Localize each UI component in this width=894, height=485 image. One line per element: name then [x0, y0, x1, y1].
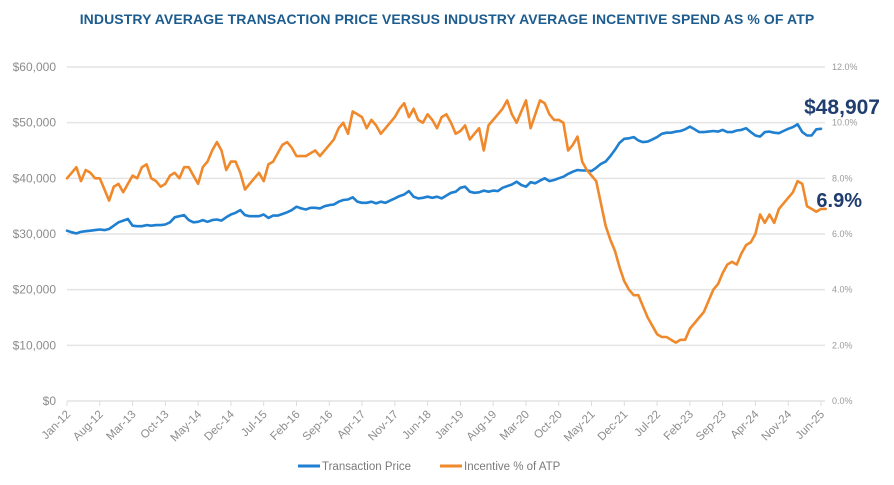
incentive-end-label: 6.9% — [816, 190, 862, 212]
x-tick-label: Jun-25 — [794, 409, 827, 442]
x-tick-label: Jul-15 — [239, 409, 270, 440]
x-tick-label: Oct-20 — [532, 409, 565, 442]
x-tick-label: Jun-18 — [400, 409, 433, 442]
series-lines — [65, 99, 828, 344]
x-tick-label: May-14 — [169, 408, 205, 444]
x-tick-label: Mar-13 — [104, 409, 138, 443]
x-tick-label: Nov-24 — [760, 408, 795, 443]
y-right-tick-label: 4.0% — [832, 285, 853, 295]
y-right-tick-label: 2.0% — [832, 340, 853, 350]
x-tick-label: May-21 — [562, 409, 598, 445]
y-left-tick-label: $50,000 — [13, 116, 57, 130]
legend-label-incentive-of-atp: Incentive % of ATP — [464, 461, 561, 473]
y-right-tick-label: 0.0% — [832, 396, 853, 406]
legend-label-transaction-price: Transaction Price — [322, 461, 411, 473]
y-left-tick-label: $0 — [43, 394, 57, 408]
y-left-tick-label: $10,000 — [13, 338, 57, 352]
y-axis-left: $0 $10,000 $20,000 $30,000 $40,000 $50,000 $60… — [13, 60, 57, 408]
x-tick-label: Feb-16 — [268, 409, 302, 443]
legend: Transaction Price Incentive % of ATP — [298, 461, 561, 473]
x-tick-label: Feb-23 — [662, 409, 696, 443]
x-tick-label: Sep-16 — [301, 409, 336, 444]
gridlines — [67, 66, 825, 402]
x-tick-label: Jan-12 — [40, 409, 73, 442]
x-tick-label: Sep-23 — [694, 409, 729, 444]
y-left-tick-label: $30,000 — [13, 227, 57, 241]
y-right-tick-label: 6.0% — [832, 229, 853, 239]
transaction-price-end-label: $48,907 — [804, 96, 880, 119]
x-tick-label: Jan-19 — [433, 409, 466, 442]
x-tick-label: Dec-14 — [202, 408, 237, 443]
y-right-tick-label: 10.0% — [832, 118, 858, 128]
y-axis-right: 0.0% 2.0% 4.0% 6.0% 8.0% 10.0% 12.0% — [832, 62, 858, 406]
x-tick-label: Jul-22 — [633, 409, 664, 440]
x-tick-label: Nov-17 — [366, 409, 401, 444]
end-value-labels: $48,907 6.9% — [804, 96, 880, 212]
x-tick-label: Aug-12 — [71, 409, 106, 444]
x-tick-label: Oct-13 — [139, 409, 172, 442]
y-right-tick-label: 12.0% — [832, 62, 858, 72]
x-tick-label: Apr-17 — [335, 409, 368, 442]
series-line-transaction-price — [65, 123, 823, 235]
y-left-tick-label: $20,000 — [13, 283, 57, 297]
x-tick-label: Apr-24 — [729, 408, 762, 441]
x-tick-label: Dec-21 — [596, 409, 631, 444]
y-left-tick-label: $60,000 — [13, 60, 57, 74]
x-tick-label: Mar-20 — [498, 409, 532, 443]
series-line-incentive-of-atp — [65, 99, 828, 344]
chart-title: INDUSTRY AVERAGE TRANSACTION PRICE VERSU… — [79, 11, 815, 27]
y-left-tick-label: $40,000 — [13, 171, 57, 185]
y-right-tick-label: 8.0% — [832, 173, 853, 183]
x-tick-label: Aug-19 — [465, 409, 500, 444]
